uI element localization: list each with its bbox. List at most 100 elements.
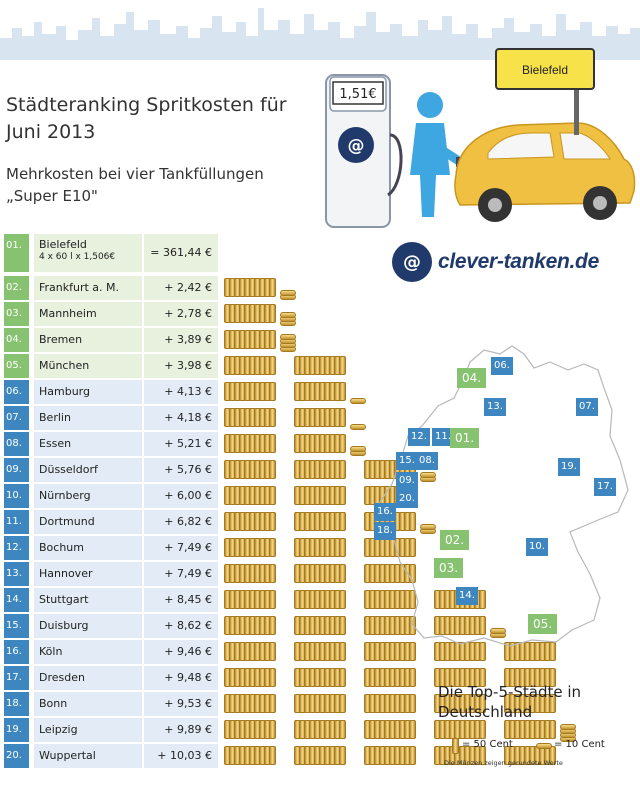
full-coin-icon xyxy=(452,738,459,754)
map-marker: 10. xyxy=(526,538,548,556)
map-caption: Die Top-5-Städte in Deutschland xyxy=(438,683,582,721)
rank-badge: 04. xyxy=(4,328,29,352)
rank-badge: 14. xyxy=(4,588,29,612)
city-name: Wuppertal xyxy=(34,744,142,768)
city-name: Dortmund xyxy=(34,510,142,534)
city-name: Bochum xyxy=(34,536,142,560)
coin-stack xyxy=(224,666,556,690)
city-name: Stuttgart xyxy=(34,588,142,612)
coin-50-cent xyxy=(269,486,276,505)
coin-50-cent xyxy=(339,564,346,583)
extra-cost-value: + 9,53 € xyxy=(144,692,218,716)
coin-stack xyxy=(224,588,486,612)
city-name: Nürnberg xyxy=(34,484,142,508)
coin-10-cent xyxy=(560,724,576,730)
extra-cost-value: + 6,00 € xyxy=(144,484,218,508)
coin-50-cent xyxy=(269,746,276,765)
coin-50-cent xyxy=(269,720,276,739)
extra-cost-value: + 5,21 € xyxy=(144,432,218,456)
rank-badge: 12. xyxy=(4,536,29,560)
rank-badge: 03. xyxy=(4,302,29,326)
coin-50-cent xyxy=(269,330,276,349)
map-marker: 16. xyxy=(374,503,396,521)
coin-10-cent xyxy=(280,312,296,318)
extra-cost-value: + 8,45 € xyxy=(144,588,218,612)
extra-cost-value: + 9,89 € xyxy=(144,718,218,742)
rank-badge: 11. xyxy=(4,510,29,534)
city-name: Duisburg xyxy=(34,614,142,638)
coin-stack xyxy=(224,640,556,664)
person-illustration xyxy=(410,92,470,217)
city-name: Berlin xyxy=(34,406,142,430)
rank-badge: 06. xyxy=(4,380,29,404)
coin-50-cent xyxy=(269,356,276,375)
coin-50-cent xyxy=(269,642,276,661)
legend-half-label: = 10 Cent xyxy=(554,739,605,750)
coin-50-cent xyxy=(269,434,276,453)
rank-badge: 13. xyxy=(4,562,29,586)
coin-50-cent xyxy=(409,746,416,765)
coin-50-cent xyxy=(339,642,346,661)
coin-50-cent xyxy=(269,512,276,531)
coin-50-cent xyxy=(479,590,486,609)
city-name: Bielefeld 4 x 60 l x 1,506€ xyxy=(34,234,142,272)
map-marker: 02. xyxy=(440,530,470,550)
coin-50-cent xyxy=(479,642,486,661)
coin-50-cent xyxy=(409,720,416,739)
car-illustration xyxy=(454,122,636,222)
city-name: Hamburg xyxy=(34,380,142,404)
coin-50-cent xyxy=(549,746,556,765)
germany-outline xyxy=(379,345,629,647)
coin-stack xyxy=(224,328,384,352)
fuel-scene-illustration: 1,51€ @ Bielefeld xyxy=(325,48,636,228)
page-subtitle: Mehrkosten bei vier Tankfüllungen „Super… xyxy=(6,165,264,205)
city-name: Leipzig xyxy=(34,718,142,742)
coin-50-cent xyxy=(339,382,346,401)
extra-cost-value: + 4,18 € xyxy=(144,406,218,430)
coin-stack xyxy=(224,536,416,560)
city-name: Hannover xyxy=(34,562,142,586)
rank-badge: 01. xyxy=(4,234,29,272)
coin-stack xyxy=(224,406,384,430)
coin-50-cent xyxy=(409,538,416,557)
page-title: Städteranking Spritkosten für Juni 2013 xyxy=(6,94,287,143)
map-marker: 17. xyxy=(594,478,616,496)
coin-stack xyxy=(224,510,436,534)
coin-50-cent xyxy=(269,304,276,323)
coin-50-cent xyxy=(339,460,346,479)
rank-badge: 05. xyxy=(4,354,29,378)
city-name: Bonn xyxy=(34,692,142,716)
coin-10-cent xyxy=(490,628,506,634)
pump-logo xyxy=(338,127,374,163)
extra-cost-value: + 6,82 € xyxy=(144,510,218,534)
coin-50-cent xyxy=(339,538,346,557)
coin-50-cent xyxy=(339,746,346,765)
extra-cost-value: + 7,49 € xyxy=(144,536,218,560)
coin-50-cent xyxy=(549,720,556,739)
coin-50-cent xyxy=(409,590,416,609)
map-marker: 11. xyxy=(432,428,454,446)
coin-stack xyxy=(224,302,384,326)
legend-note: Die Münzen zeigen gerundete Werte xyxy=(444,759,563,767)
rank-badge: 07. xyxy=(4,406,29,430)
coin-50-cent xyxy=(269,616,276,635)
coin-50-cent xyxy=(269,590,276,609)
coin-10-cent xyxy=(420,472,436,478)
town-sign-label: Bielefeld xyxy=(522,63,568,77)
rank-badge: 20. xyxy=(4,744,29,768)
city-name: Mannheim xyxy=(34,302,142,326)
coin-50-cent xyxy=(479,668,486,687)
city-name: Essen xyxy=(34,432,142,456)
town-sign-illustration: Bielefeld xyxy=(495,48,595,135)
coin-50-cent xyxy=(339,720,346,739)
coin-stack xyxy=(224,614,506,638)
coin-stack xyxy=(224,484,416,508)
extra-cost-value: = 361,44 € xyxy=(144,234,218,272)
coin-50-cent xyxy=(269,668,276,687)
brand-name: clever-tanken.de xyxy=(438,250,599,273)
map-marker: 18. xyxy=(374,522,396,540)
rank-badge: 09. xyxy=(4,458,29,482)
extra-cost-value: + 4,13 € xyxy=(144,380,218,404)
coin-stack xyxy=(224,718,576,742)
rank-badge: 10. xyxy=(4,484,29,508)
